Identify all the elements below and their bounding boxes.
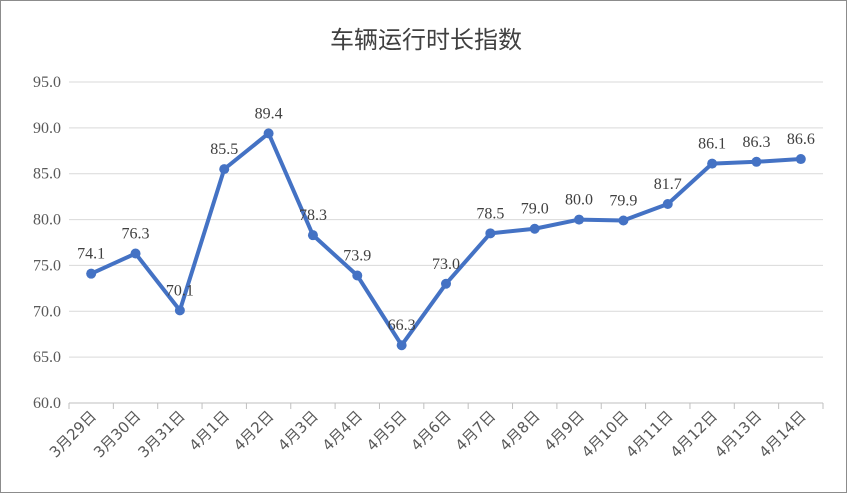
data-labels: 74.1 76.3 70.1 85.5 89.4 78.3 73.9 66.3 73.0 78.5… [77,105,815,334]
y-axis-ticks: 60.0 65.0 70.0 75.0 80.0 85.0 90.0 95.0 [33,74,61,412]
data-point [263,128,274,139]
data-label: 73.9 [343,248,371,265]
data-point [662,198,673,209]
x-tick-label: 4月1日 [186,407,233,454]
data-label: 86.1 [698,136,726,153]
x-tick-label: 4月10日 [578,407,632,461]
data-point [219,164,230,175]
data-point [352,270,363,281]
data-label: 76.3 [122,226,150,243]
y-tick-label: 60.0 [33,395,61,412]
y-tick-label: 90.0 [33,120,61,137]
data-point [795,154,806,165]
data-label: 85.5 [210,141,238,158]
x-axis [68,402,824,409]
x-tick-label: 4月6日 [407,407,454,454]
data-label: 74.1 [77,246,105,263]
x-tick-label: 3月30日 [90,407,144,461]
x-tick-label: 4月2日 [230,407,277,454]
x-tick-label: 4月5日 [363,407,410,454]
gridlines [69,81,823,358]
x-tick-label: 4月12日 [667,407,721,461]
x-tick-label: 3月31日 [135,407,189,461]
y-tick-label: 80.0 [33,212,61,229]
y-tick-label: 75.0 [33,257,61,274]
data-point [396,340,407,351]
data-point [574,214,585,225]
data-point [707,158,718,169]
data-label: 79.9 [609,192,637,209]
data-point [307,230,318,241]
data-label: 73.0 [432,256,460,273]
data-label: 81.7 [654,176,682,193]
x-tick-label: 4月3日 [274,407,321,454]
data-point [441,278,451,289]
series-path [90,131,801,348]
data-point [485,228,496,239]
x-tick-label: 4月14日 [755,407,809,461]
data-point [174,305,185,316]
data-label: 78.3 [299,207,327,224]
y-tick-label: 70.0 [33,303,61,320]
data-label: 70.1 [166,282,194,299]
x-tick-label: 4月7日 [452,407,499,454]
x-tick-label: 4月11日 [622,407,676,461]
x-axis-ticks: 3月29日3月30日3月31日4月1日4月2日4月3日4月4日4月5日4月6日4… [46,407,810,461]
x-tick-label: 4月8日 [496,407,543,454]
y-tick-label: 65.0 [33,349,61,366]
x-tick-label: 4月13日 [711,407,765,461]
chart-title: 车辆运行时长指数 [330,26,522,54]
data-point [130,248,141,259]
data-point [86,268,97,279]
data-label: 89.4 [255,105,283,122]
data-label: 86.3 [742,134,770,151]
data-label: 79.0 [521,201,549,218]
data-point [618,215,629,226]
data-point [751,156,762,167]
data-label: 78.5 [476,205,504,222]
data-point [529,223,540,234]
series-line [86,128,806,351]
y-tick-label: 95.0 [33,74,61,91]
y-tick-label: 85.0 [33,166,61,183]
data-label: 66.3 [388,317,416,334]
x-tick-label: 3月29日 [46,407,100,461]
data-label: 80.0 [565,192,593,209]
data-label: 86.6 [787,131,815,148]
x-tick-label: 4月4日 [319,407,366,454]
